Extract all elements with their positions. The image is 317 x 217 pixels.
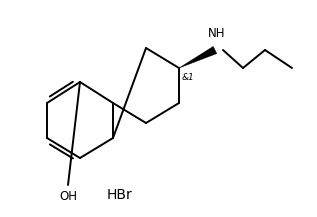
Text: NH: NH	[208, 27, 226, 40]
Text: HBr: HBr	[107, 188, 133, 202]
Polygon shape	[179, 46, 217, 68]
Text: OH: OH	[59, 190, 77, 203]
Text: &1: &1	[182, 73, 195, 82]
